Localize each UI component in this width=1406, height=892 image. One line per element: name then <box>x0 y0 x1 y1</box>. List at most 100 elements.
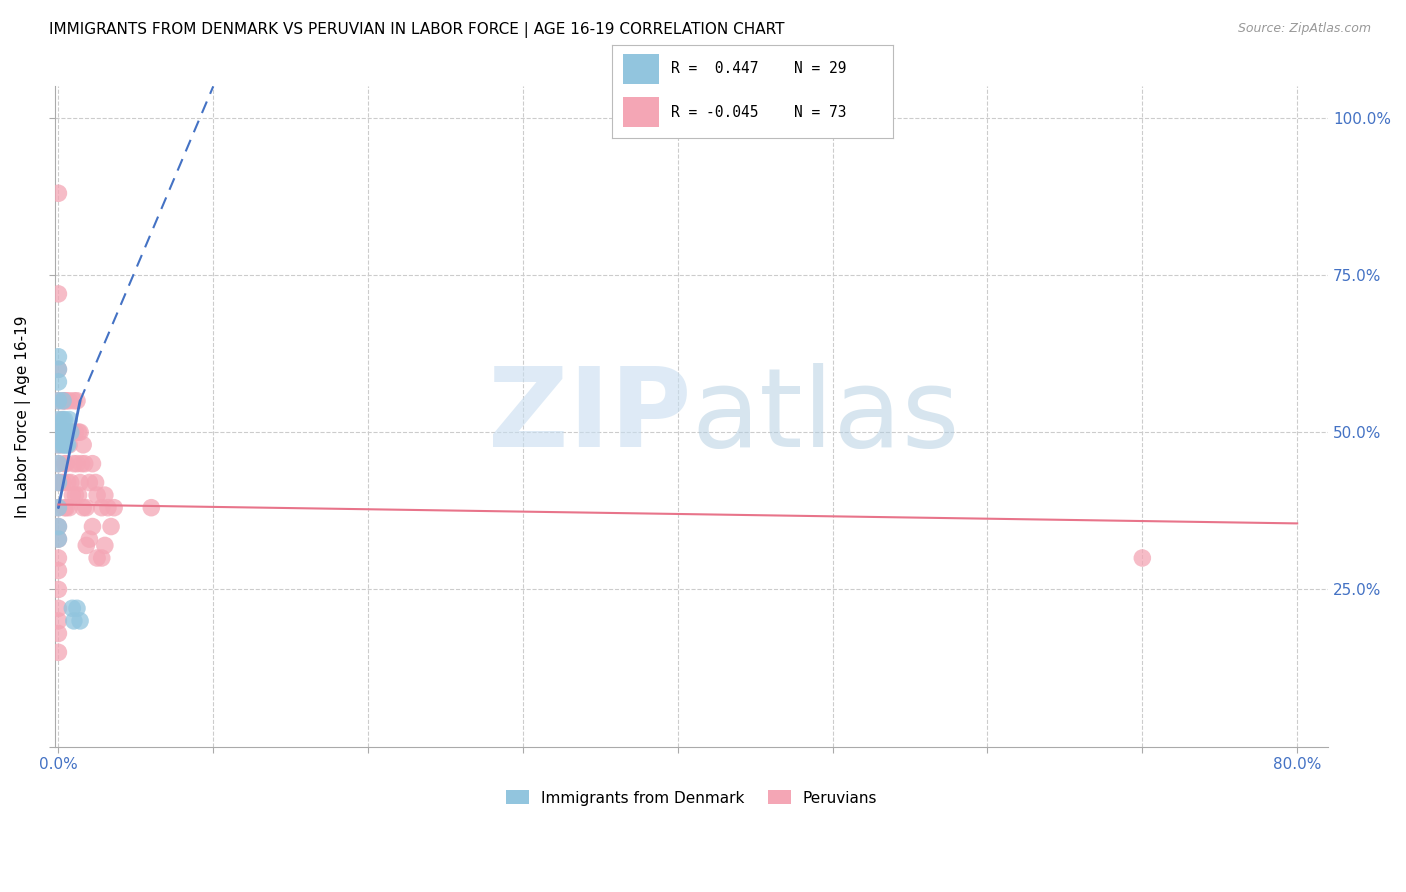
Point <box>94 488 117 502</box>
Text: Source: ZipAtlas.com: Source: ZipAtlas.com <box>1237 22 1371 36</box>
Point <box>52 475 75 490</box>
Point <box>53 438 76 452</box>
Point <box>1130 551 1153 566</box>
Point <box>48 186 70 201</box>
Text: R = -0.045: R = -0.045 <box>671 104 758 120</box>
Point <box>48 475 70 490</box>
Point <box>58 412 80 426</box>
Point <box>65 425 87 440</box>
Point <box>58 393 80 408</box>
Y-axis label: In Labor Force | Age 16-19: In Labor Force | Age 16-19 <box>15 315 31 517</box>
Point <box>60 488 83 502</box>
Point <box>48 393 70 408</box>
Point <box>79 532 101 546</box>
Point <box>48 614 70 628</box>
Point <box>79 475 101 490</box>
Point <box>52 393 75 408</box>
Point <box>58 438 80 452</box>
Point <box>53 500 76 515</box>
Point <box>60 425 83 440</box>
Point <box>48 425 70 440</box>
Point <box>86 551 108 566</box>
Point <box>51 475 73 490</box>
Point <box>82 519 104 533</box>
Text: atlas: atlas <box>692 363 960 470</box>
Point <box>73 457 96 471</box>
Point <box>84 475 107 490</box>
Point <box>72 500 94 515</box>
Point <box>48 500 70 515</box>
Point <box>69 614 91 628</box>
Point <box>48 457 70 471</box>
Point <box>48 601 70 615</box>
Point <box>48 438 70 452</box>
Point <box>53 393 76 408</box>
Point <box>141 500 163 515</box>
Point <box>56 438 79 452</box>
Point <box>51 412 73 426</box>
Point <box>48 551 70 566</box>
Point <box>48 500 70 515</box>
Point <box>48 412 70 426</box>
Point <box>70 457 93 471</box>
Point <box>52 412 75 426</box>
Text: R =  0.447: R = 0.447 <box>671 62 758 77</box>
Bar <box>623 97 659 127</box>
Point <box>48 519 70 533</box>
Point <box>48 582 70 597</box>
Point <box>52 438 75 452</box>
Point <box>66 457 89 471</box>
Point <box>48 350 70 364</box>
Point <box>55 500 77 515</box>
Point <box>75 538 97 552</box>
Text: ZIP: ZIP <box>488 363 692 470</box>
Point <box>103 500 125 515</box>
Point <box>53 412 76 426</box>
Point <box>48 393 70 408</box>
Point <box>48 519 70 533</box>
Point <box>48 532 70 546</box>
Point <box>66 601 89 615</box>
Point <box>56 425 79 440</box>
Point <box>67 425 90 440</box>
Point <box>48 532 70 546</box>
Point <box>48 457 70 471</box>
Point <box>48 438 70 452</box>
Point <box>67 488 90 502</box>
Point <box>63 393 86 408</box>
Point <box>97 500 120 515</box>
Point <box>48 626 70 640</box>
Point <box>48 564 70 578</box>
Point <box>60 601 83 615</box>
Point <box>86 488 108 502</box>
Point <box>51 438 73 452</box>
Point <box>52 393 75 408</box>
Point <box>59 425 82 440</box>
Point <box>52 425 75 440</box>
Point <box>48 286 70 301</box>
Legend: Immigrants from Denmark, Peruvians: Immigrants from Denmark, Peruvians <box>501 784 883 812</box>
Point <box>48 475 70 490</box>
Point <box>52 425 75 440</box>
Point <box>69 425 91 440</box>
Point <box>48 362 70 376</box>
Point <box>72 438 94 452</box>
Point <box>53 425 76 440</box>
Point <box>55 425 77 440</box>
Point <box>55 457 77 471</box>
Point <box>55 393 77 408</box>
Text: IMMIGRANTS FROM DENMARK VS PERUVIAN IN LABOR FORCE | AGE 16-19 CORRELATION CHART: IMMIGRANTS FROM DENMARK VS PERUVIAN IN L… <box>49 22 785 38</box>
Point <box>63 614 86 628</box>
Point <box>59 475 82 490</box>
Point <box>100 519 122 533</box>
Point <box>69 475 91 490</box>
Point <box>48 362 70 376</box>
Point <box>90 551 112 566</box>
Bar <box>623 54 659 84</box>
Point <box>56 475 79 490</box>
Point <box>65 488 87 502</box>
Point <box>53 457 76 471</box>
Point <box>48 645 70 659</box>
Point <box>55 425 77 440</box>
Point <box>48 425 70 440</box>
